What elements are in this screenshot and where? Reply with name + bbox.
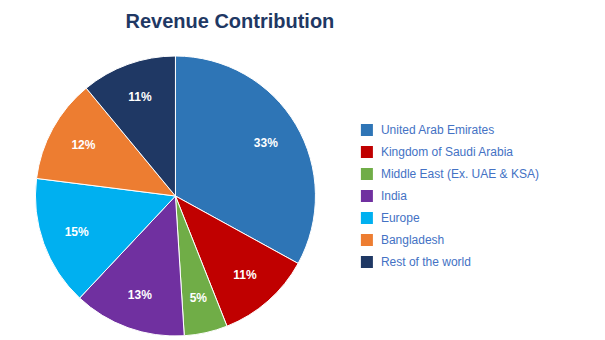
legend-swatch xyxy=(361,256,373,268)
data-labels: 33% 11% 5% 13% 15% 12% 11% xyxy=(65,90,279,305)
legend-item: Middle East (Ex. UAE & KSA) xyxy=(361,167,539,181)
data-label: 11% xyxy=(128,90,152,104)
legend-label: United Arab Emirates xyxy=(381,123,494,137)
data-label: 12% xyxy=(71,138,95,152)
slice xyxy=(86,56,175,196)
data-label: 5% xyxy=(190,291,208,305)
legend-item: United Arab Emirates xyxy=(361,123,494,137)
legend: United Arab Emirates Kingdom of Saudi Ara… xyxy=(361,123,539,269)
data-label: 13% xyxy=(128,288,152,302)
legend-item: India xyxy=(361,189,407,203)
legend-item: Europe xyxy=(361,211,420,225)
legend-swatch xyxy=(361,234,373,246)
legend-swatch xyxy=(361,212,373,224)
data-label: 33% xyxy=(254,136,278,150)
legend-label: India xyxy=(381,189,407,203)
legend-swatch xyxy=(361,124,373,136)
legend-label: Bangladesh xyxy=(381,233,444,247)
legend-label: Europe xyxy=(381,211,420,225)
legend-item: Kingdom of Saudi Arabia xyxy=(361,145,513,159)
legend-swatch xyxy=(361,146,373,158)
legend-label: Middle East (Ex. UAE & KSA) xyxy=(381,167,539,181)
legend-swatch xyxy=(361,190,373,202)
data-label: 15% xyxy=(65,225,89,239)
data-label: 11% xyxy=(233,268,257,282)
legend-label: Rest of the world xyxy=(381,255,471,269)
legend-item: Rest of the world xyxy=(361,255,471,269)
legend-label: Kingdom of Saudi Arabia xyxy=(381,145,513,159)
legend-item: Bangladesh xyxy=(361,233,444,247)
chart: Revenue Contribution 33% 11% 5% 13% 15% 12% 11%… xyxy=(0,0,605,340)
slice xyxy=(35,178,175,298)
pie xyxy=(35,56,315,336)
title: Revenue Contribution xyxy=(125,10,334,32)
legend-swatch xyxy=(361,168,373,180)
